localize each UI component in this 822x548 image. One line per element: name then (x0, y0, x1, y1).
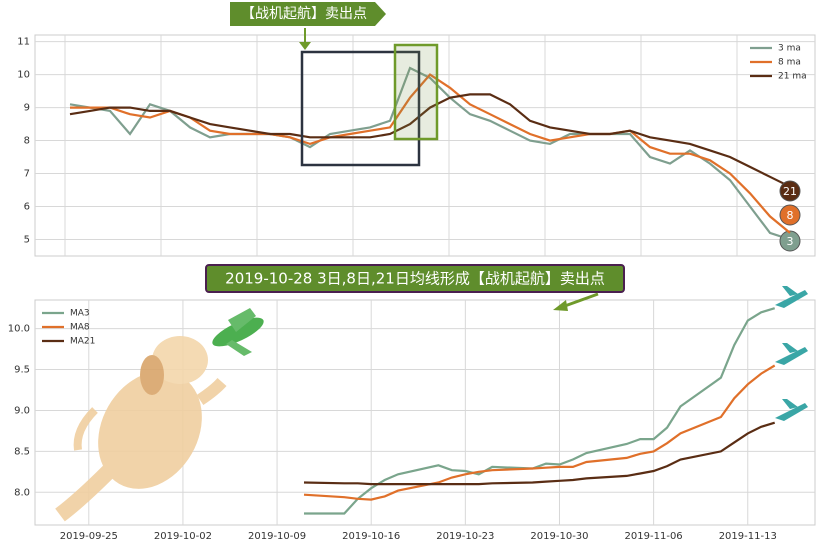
series-line (69, 66, 791, 241)
y-tick-label: 5 (24, 235, 30, 246)
plane-illustration (212, 308, 264, 356)
series-line (303, 364, 776, 501)
top-plot-frame (34, 34, 816, 257)
end-badge-label: 8 (787, 209, 794, 222)
bottom-callout: 2019-10-28 3日,8日,21日均线形成【战机起航】卖出点 (205, 264, 625, 311)
x-tick-label: 2019-11-06 (625, 531, 683, 542)
callout-arrow (561, 292, 599, 309)
focus-box (300, 50, 421, 167)
y-tick-label: 8.0 (14, 487, 30, 498)
y-tick-label: 7 (24, 169, 30, 180)
series-line (304, 307, 776, 515)
callout-shape (230, 2, 386, 26)
y-tick-label: 11 (17, 37, 30, 48)
x-tick-label: 2019-10-30 (530, 531, 588, 542)
legend-label: 21 ma (778, 72, 807, 82)
end-badge-label: 21 (783, 185, 797, 198)
plots: 5 6 7 8 9 10 11 3 8 21 3 ma 8 ma 21 ma 2019-09-25 2019… (8, 35, 815, 542)
callout-shape (205, 264, 625, 293)
y-tick-label: 9.5 (14, 365, 30, 376)
y-tick-label: 10 (17, 70, 30, 81)
plane-icons (775, 286, 808, 421)
x-tick-label: 2019-10-02 (154, 531, 212, 542)
series-line (303, 421, 776, 486)
y-tick-label: 8.5 (14, 446, 30, 457)
legend-label: 8 ma (778, 58, 801, 68)
x-tick-label: 2019-10-23 (436, 531, 494, 542)
callout-arrow-head (553, 300, 568, 311)
y-tick-label: 8 (24, 136, 30, 147)
callout-arrow-head (299, 42, 311, 50)
y-tick-label: 9 (24, 103, 30, 114)
x-tick-label: 2019-09-25 (60, 531, 118, 542)
dog-illustration (55, 336, 227, 522)
end-badge-label: 3 (787, 235, 794, 248)
end-badge (779, 230, 801, 252)
y-tick-label: 10.0 (8, 324, 30, 335)
y-tick-label: 9.0 (14, 405, 30, 416)
signal-box (393, 43, 439, 141)
callout-text: 【战机起航】卖出点 (241, 6, 367, 22)
end-badge (779, 180, 801, 202)
legend-label: MA3 (70, 309, 90, 319)
x-tick-label: 2019-10-16 (342, 531, 400, 542)
series-line (69, 93, 791, 188)
legend-label: 3 ma (778, 44, 801, 54)
end-badge (779, 204, 801, 226)
callout-text: 2019-10-28 3日,8日,21日均线形成【战机起航】卖出点 (225, 270, 605, 288)
top-callout: 【战机起航】卖出点 (230, 2, 386, 50)
x-tick-label: 2019-10-09 (248, 531, 306, 542)
legend-label: MA8 (70, 323, 90, 333)
legend-label: MA21 (70, 337, 95, 347)
y-tick-label: 6 (24, 202, 30, 213)
x-tick-label: 2019-11-13 (719, 531, 777, 542)
